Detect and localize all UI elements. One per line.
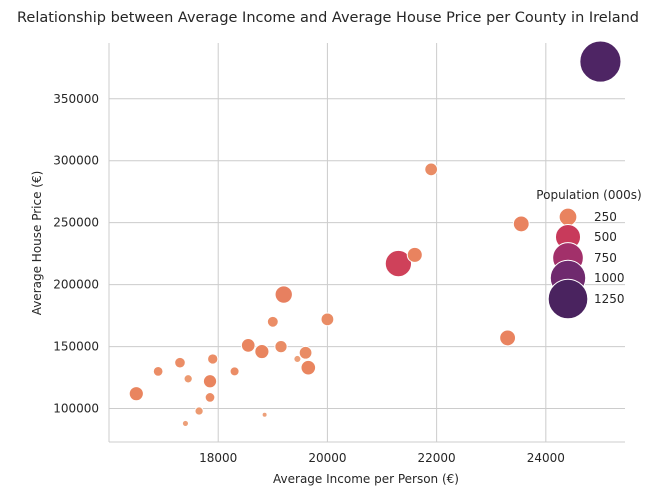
x-axis-label: Average Income per Person (€) [273,472,459,486]
data-point [274,339,288,354]
x-tick-label: 24000 [527,451,565,465]
data-points [128,40,622,427]
data-point [183,374,193,384]
legend-marker [547,278,589,320]
data-point [499,329,517,347]
data-point [207,353,219,365]
y-axis-label: Average House Price (€) [30,171,44,316]
legend-label: 1000 [594,271,625,285]
data-point [293,354,302,364]
data-point [261,411,268,418]
legend-label: 500 [594,230,617,244]
legend-label: 750 [594,251,617,265]
data-point [512,215,530,233]
y-tick-label: 150000 [53,340,99,354]
tick-labels: 18000 20000 22000 24000 100000 150000 200000 25… [53,92,565,465]
grid [109,43,625,442]
axes-spines [108,43,625,443]
data-point [320,312,335,327]
data-point [254,343,270,360]
x-tick-label: 18000 [199,451,237,465]
data-point [128,386,144,402]
data-point [298,345,313,360]
legend-title: Population (000s) [536,188,641,202]
y-tick-label: 200000 [53,278,99,292]
data-point [384,249,413,278]
legend-label: 1250 [594,292,625,306]
data-point [204,392,216,403]
data-point [579,40,622,83]
chart-title: Relationship between Average Income and … [17,10,639,26]
data-point [274,285,293,304]
data-point [229,366,240,377]
y-tick-label: 300000 [53,154,99,168]
data-point [424,162,439,177]
x-tick-label: 22000 [418,451,456,465]
data-point [152,366,164,377]
y-tick-label: 350000 [53,92,99,106]
x-tick-label: 20000 [308,451,346,465]
y-tick-label: 100000 [53,402,99,416]
y-tick-label: 250000 [53,216,99,230]
data-point [406,246,423,263]
data-point [194,406,204,416]
legend-label: 250 [594,210,617,224]
legend-marker [558,207,578,227]
data-point [300,359,317,376]
data-point [174,356,186,369]
data-point [240,337,256,353]
data-point [266,315,279,328]
legend: Population (000s) 250 500 750 1000 1250 [536,188,642,320]
data-point [202,374,218,389]
data-point [181,419,190,427]
